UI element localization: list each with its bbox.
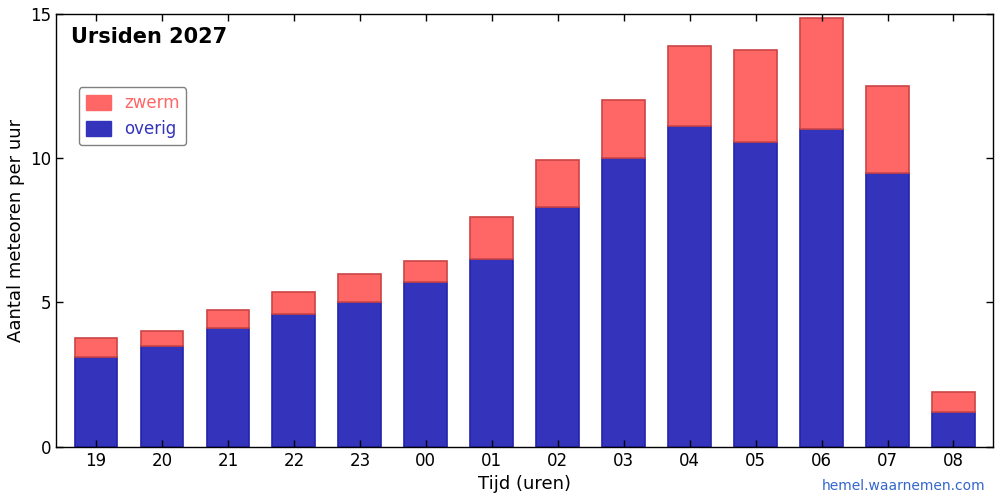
Bar xyxy=(75,338,117,357)
Bar xyxy=(75,357,117,446)
Bar xyxy=(602,100,645,158)
Bar xyxy=(866,86,909,172)
Bar xyxy=(932,412,975,446)
Text: hemel.waarnemen.com: hemel.waarnemen.com xyxy=(821,478,985,492)
X-axis label: Tijd (uren): Tijd (uren) xyxy=(478,475,571,493)
Bar xyxy=(536,160,579,207)
Bar xyxy=(668,46,711,126)
Bar xyxy=(668,126,711,446)
Bar xyxy=(141,346,183,446)
Bar xyxy=(141,332,183,345)
Bar xyxy=(404,260,447,282)
Bar xyxy=(866,172,909,446)
Bar xyxy=(207,328,249,446)
Bar xyxy=(932,392,975,412)
Bar xyxy=(470,259,513,446)
Bar xyxy=(800,130,843,446)
Bar xyxy=(800,18,843,130)
Bar xyxy=(272,292,315,314)
Text: Ursiden 2027: Ursiden 2027 xyxy=(71,27,227,47)
Bar xyxy=(470,218,513,259)
Bar xyxy=(338,302,381,446)
Bar xyxy=(734,50,777,142)
Bar xyxy=(602,158,645,446)
Bar xyxy=(404,282,447,446)
Bar xyxy=(338,274,381,302)
Bar xyxy=(207,310,249,328)
Y-axis label: Aantal meteoren per uur: Aantal meteoren per uur xyxy=(7,118,25,342)
Bar xyxy=(536,207,579,446)
Legend: zwerm, overig: zwerm, overig xyxy=(79,87,186,145)
Bar xyxy=(272,314,315,446)
Bar xyxy=(734,142,777,447)
